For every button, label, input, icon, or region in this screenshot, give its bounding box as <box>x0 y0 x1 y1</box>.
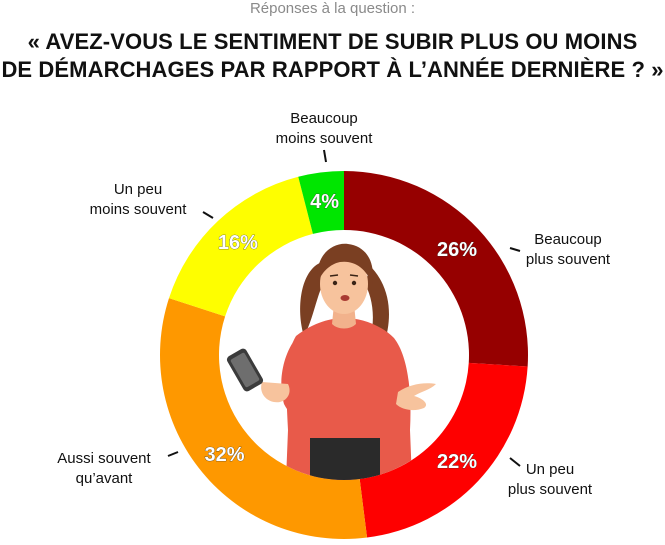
slice-category-label-3-line-1: Aussi souvent <box>57 450 151 467</box>
slice-value-label-5: 4% <box>310 191 339 213</box>
chart-title-line-2: DE DÉMARCHAGES PAR RAPPORT À L’ANNÉE DER… <box>1 57 664 82</box>
woman-with-phone-illustration <box>226 243 436 480</box>
donut-slice-1 <box>344 171 528 367</box>
slice-category-label-4-line-2: moins souvent <box>90 201 188 218</box>
slice-category-label-2-line-1: Un peu <box>526 461 574 478</box>
slice-connector-3 <box>167 451 179 457</box>
donut-slices: 26% 22% 32% 16% 4% <box>159 171 528 539</box>
chart-title-line-1: « AVEZ-VOUS LE SENTIMENT DE SUBIR PLUS O… <box>27 29 638 54</box>
donut-slice-2 <box>359 362 528 538</box>
donut-slice-3 <box>159 298 368 539</box>
donut-slice-5 <box>298 171 344 234</box>
slice-connector-4 <box>202 211 214 219</box>
chart-title: « AVEZ-VOUS LE SENTIMENT DE SUBIR PLUS O… <box>0 28 665 84</box>
slice-category-label-2-line-2: plus souvent <box>508 481 593 498</box>
slice-connector-5 <box>323 149 327 163</box>
slice-category-label-1-line-2: plus souvent <box>526 251 611 268</box>
slice-category-label-1-line-1: Beaucoup <box>534 231 602 248</box>
donut-slice-4 <box>169 176 313 317</box>
slice-connector-1 <box>509 247 521 252</box>
slice-category-label-4-line-1: Un peu <box>114 181 162 198</box>
slice-category-label-5-line-1: Beaucoup <box>290 110 358 127</box>
slice-connector-2 <box>509 457 521 467</box>
slice-category-label-5-line-2: moins souvent <box>276 130 374 147</box>
slice-value-label-4: 16% <box>218 232 258 254</box>
slice-value-label-1: 26% <box>437 239 477 261</box>
slice-value-label-2: 22% <box>437 451 477 473</box>
slice-value-label-3: 32% <box>205 444 245 466</box>
slice-labels: Beaucoup plus souvent Un peu plus souvent Au… <box>57 110 611 498</box>
slice-category-label-3-line-2: qu’avant <box>76 470 134 487</box>
chart-subtitle: Réponses à la question : <box>249 0 416 17</box>
